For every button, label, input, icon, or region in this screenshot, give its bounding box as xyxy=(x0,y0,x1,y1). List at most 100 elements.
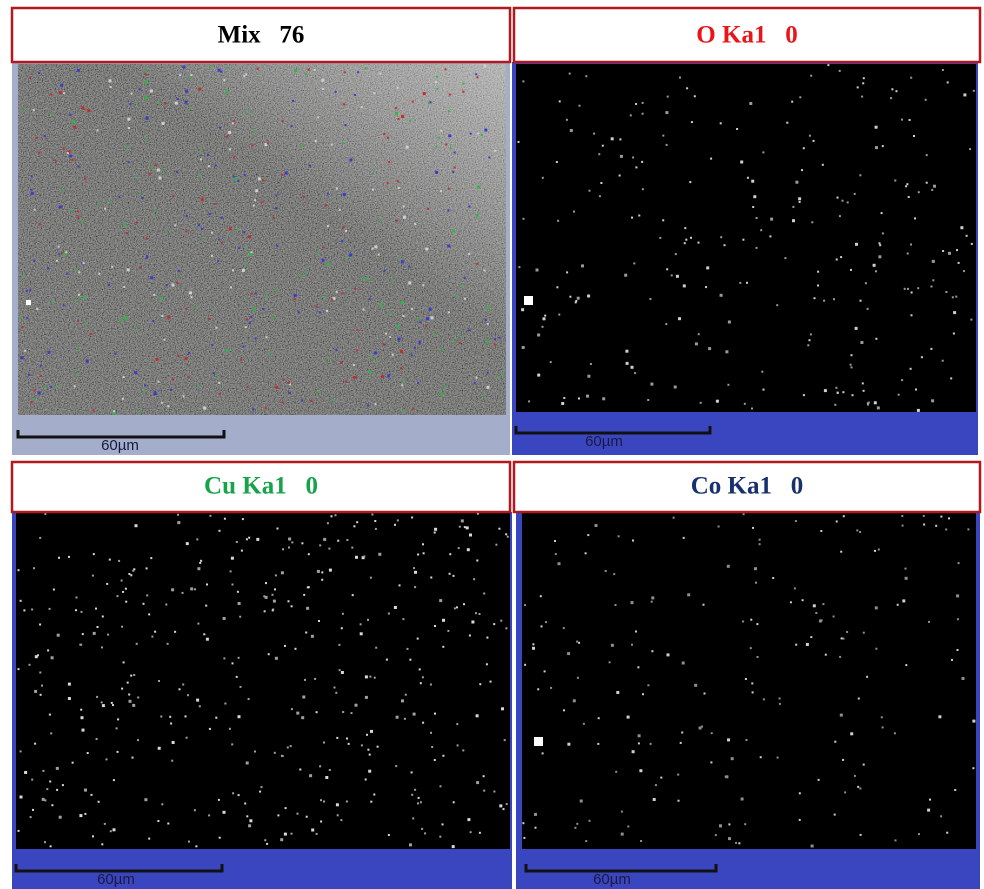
signal-dot xyxy=(493,791,495,793)
signal-dot xyxy=(294,69,297,72)
signal-dot xyxy=(430,577,432,579)
signal-dot xyxy=(741,798,744,801)
signal-dot xyxy=(609,661,611,663)
signal-dot xyxy=(342,142,344,144)
signal-dot xyxy=(400,350,403,353)
signal-dot xyxy=(34,209,36,211)
signal-dot xyxy=(258,177,261,180)
signal-dot xyxy=(824,389,827,392)
signal-dot xyxy=(65,251,67,253)
signal-dot xyxy=(904,288,906,290)
signal-dot xyxy=(580,800,583,803)
signal-dot xyxy=(246,762,249,765)
signal-dot xyxy=(374,351,377,354)
signal-dot xyxy=(387,137,389,139)
signal-dot xyxy=(318,391,320,393)
signal-dot xyxy=(962,677,965,680)
signal-dot xyxy=(918,191,920,193)
signal-dot xyxy=(532,647,535,650)
signal-dot xyxy=(220,71,222,73)
signal-dot xyxy=(624,274,627,277)
signal-dot xyxy=(229,148,231,150)
signal-dot xyxy=(627,716,630,719)
signal-dot xyxy=(731,757,734,760)
signal-dot xyxy=(190,587,193,590)
o-map xyxy=(516,64,976,412)
signal-dot xyxy=(338,644,340,646)
signal-dot xyxy=(667,96,669,98)
signal-dot xyxy=(839,70,841,72)
signal-dot xyxy=(833,298,835,300)
signal-dot xyxy=(137,739,139,741)
signal-dot xyxy=(234,178,237,181)
signal-dot xyxy=(759,543,761,545)
signal-dot xyxy=(83,262,85,264)
signal-dot xyxy=(414,789,416,791)
signal-dot xyxy=(967,528,969,530)
signal-dot xyxy=(456,723,458,725)
signal-dot xyxy=(253,130,255,132)
signal-dot xyxy=(117,595,119,597)
signal-dot xyxy=(756,623,758,625)
signal-dot xyxy=(414,586,416,588)
signal-dot xyxy=(56,260,58,262)
signal-dot xyxy=(248,235,251,238)
signal-dot xyxy=(240,359,242,361)
signal-dot xyxy=(232,662,234,664)
signal-dot xyxy=(360,632,363,635)
signal-dot xyxy=(929,799,931,801)
signal-dot xyxy=(948,517,950,519)
signal-dot xyxy=(209,515,211,517)
signal-dot xyxy=(58,557,60,559)
signal-dot xyxy=(24,771,27,774)
signal-dot xyxy=(680,742,682,744)
signal-dot xyxy=(323,742,325,744)
signal-dot xyxy=(972,767,974,769)
signal-dot xyxy=(394,606,397,609)
signal-dot xyxy=(753,195,756,198)
signal-dot xyxy=(403,205,405,207)
signal-dot xyxy=(809,339,811,341)
signal-dot xyxy=(120,319,123,322)
signal-dot xyxy=(295,648,297,650)
signal-dot xyxy=(616,691,619,694)
signal-dot xyxy=(188,352,190,354)
signal-dot xyxy=(187,376,189,378)
signal-dot xyxy=(659,237,661,239)
signal-dot xyxy=(341,671,344,674)
signal-dot xyxy=(683,284,686,287)
signal-dot xyxy=(111,702,113,704)
signal-dot xyxy=(490,681,492,683)
signal-dot xyxy=(98,801,100,803)
signal-dot xyxy=(149,173,151,175)
signal-dot xyxy=(93,632,96,635)
signal-dot xyxy=(274,289,276,291)
signal-dot xyxy=(259,791,261,793)
signal-dot xyxy=(635,631,637,633)
signal-dot xyxy=(41,685,43,687)
signal-dot xyxy=(123,223,126,226)
signal-dot xyxy=(397,87,399,89)
signal-dot xyxy=(908,196,910,198)
signal-dot xyxy=(221,242,223,244)
signal-dot xyxy=(72,762,74,764)
signal-dot xyxy=(476,781,479,784)
signal-dot xyxy=(357,71,359,73)
signal-dot xyxy=(436,76,438,78)
signal-dot xyxy=(724,244,726,246)
signal-dot xyxy=(739,282,741,284)
signal-dot xyxy=(118,196,120,198)
signal-dot xyxy=(171,760,173,762)
signal-dot xyxy=(47,351,50,354)
signal-dot xyxy=(110,86,112,88)
signal-dot xyxy=(897,604,899,606)
signal-dot xyxy=(366,734,368,736)
signal-dot xyxy=(583,723,585,725)
panel-title: Cu Ka1 0 xyxy=(204,473,318,500)
signal-dot xyxy=(679,77,681,79)
signal-dot xyxy=(219,837,221,839)
signal-dot xyxy=(671,274,673,276)
signal-dot xyxy=(448,210,450,212)
signal-dot xyxy=(751,408,753,410)
signal-dot xyxy=(945,529,947,531)
